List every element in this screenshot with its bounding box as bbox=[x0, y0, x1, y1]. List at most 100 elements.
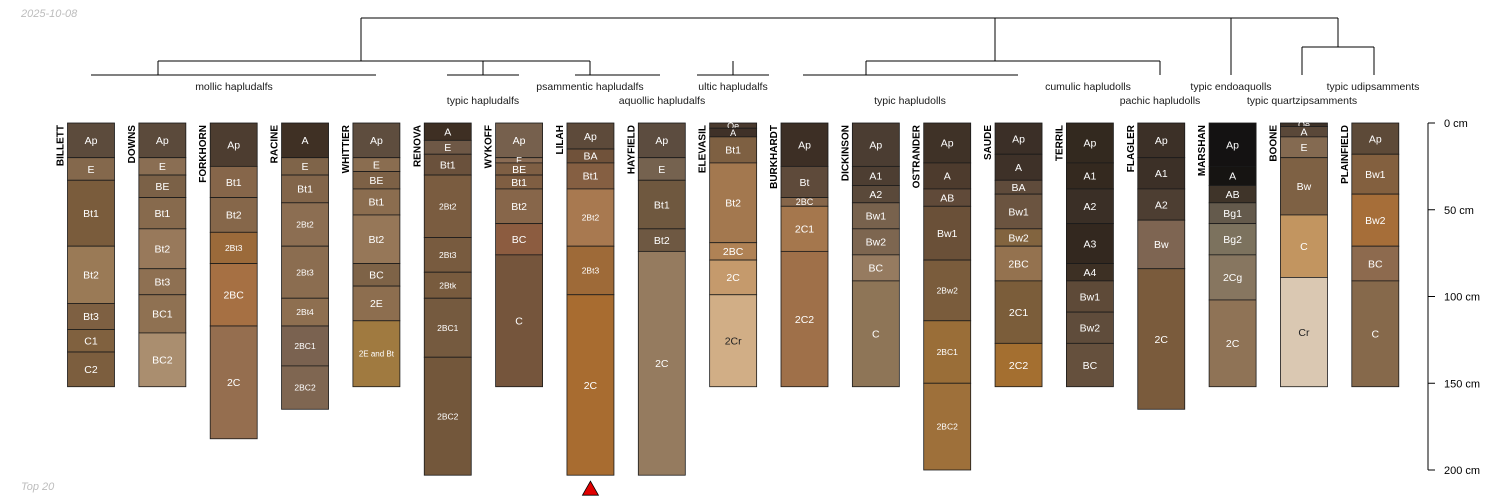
horizon-label: A bbox=[944, 171, 951, 183]
taxon-label: typic endoaquolls bbox=[1190, 81, 1271, 93]
horizon-rect bbox=[1208, 223, 1257, 256]
profile-name: DOWNS bbox=[127, 125, 138, 164]
horizon-label: Bw2 bbox=[1365, 215, 1386, 227]
horizon-rect bbox=[566, 162, 615, 190]
horizon-label: AB bbox=[1226, 189, 1240, 201]
horizon-label: 2E and Bt bbox=[359, 350, 395, 359]
horizon-label: Ap bbox=[1369, 133, 1382, 145]
horizon-rect bbox=[1066, 122, 1114, 164]
caption-label: Top 20 bbox=[21, 481, 55, 493]
horizon-label: 2BC bbox=[796, 197, 814, 207]
horizon-label: Bw1 bbox=[1008, 206, 1029, 218]
horizon-label: Ap bbox=[156, 135, 169, 147]
horizon-label: 2Bt2 bbox=[582, 213, 600, 223]
horizon-rect bbox=[709, 294, 758, 388]
profile-name: WYKOFF bbox=[484, 125, 495, 168]
horizon-label: E bbox=[516, 156, 522, 166]
horizon-rect bbox=[352, 188, 401, 216]
horizon-rect bbox=[1208, 254, 1257, 301]
horizon-label: Bt2 bbox=[511, 201, 527, 213]
profile-hayfield: Ap E Bt1 Bt2 2C HAYFIELD bbox=[626, 122, 686, 476]
horizon-label: Ap bbox=[370, 135, 383, 147]
horizon-rect bbox=[1137, 268, 1186, 410]
horizon-label: A bbox=[1300, 126, 1307, 138]
horizon-label: Bt2 bbox=[83, 270, 99, 282]
horizon-label: BA bbox=[583, 151, 597, 163]
horizon-rect bbox=[923, 320, 972, 384]
taxon-label: mollic hapludalfs bbox=[195, 81, 273, 93]
horizon-label: Bw1 bbox=[1365, 169, 1386, 181]
horizon-label: 2C bbox=[227, 377, 241, 389]
horizon-label: BC2 bbox=[152, 355, 173, 367]
horizon-rect bbox=[1280, 214, 1328, 278]
horizon-label: E bbox=[658, 164, 665, 176]
profile-elevasil: OeA Bt1 Bt2 2BC 2C 2Cr ELEVASIL bbox=[698, 121, 758, 388]
horizon-rect bbox=[209, 263, 258, 327]
horizon-label: E bbox=[159, 161, 166, 173]
horizon-rect bbox=[780, 165, 829, 199]
horizon-label: Bw bbox=[1297, 181, 1312, 193]
profile-terril: Ap A1 A2 A3 A4 Bw1 Bw2 BC TERRIL bbox=[1054, 122, 1114, 388]
horizon-label: 2Bt3 bbox=[582, 266, 600, 276]
horizon-label: A bbox=[444, 126, 451, 138]
profile-name: OSTRANDER bbox=[912, 124, 923, 188]
horizon-rect bbox=[851, 280, 900, 388]
horizon-label: Bt1 bbox=[654, 199, 670, 211]
horizon-label: Bt2 bbox=[654, 235, 670, 247]
horizon-label: 2C2 bbox=[1009, 360, 1028, 372]
horizon-rect bbox=[1208, 122, 1257, 167]
profile-name: WHITTIER bbox=[341, 124, 352, 173]
profile-name: BURKHARDT bbox=[769, 125, 780, 189]
horizon-label: Bt1 bbox=[83, 208, 99, 220]
taxon-label: typic hapludolls bbox=[874, 95, 946, 107]
horizon-label: Bt1 bbox=[369, 197, 385, 209]
horizon-rect bbox=[423, 356, 472, 476]
horizon-label: C bbox=[872, 329, 880, 341]
horizon-label: Bt1 bbox=[511, 177, 527, 189]
horizon-rect bbox=[138, 332, 187, 388]
horizon-label: AB bbox=[940, 192, 954, 204]
horizon-label: E bbox=[444, 142, 451, 154]
taxon-label: typic hapludalfs bbox=[447, 95, 519, 107]
profile-name: LILAH bbox=[555, 125, 566, 154]
profile-downs: Ap E BE Bt1 Bt2 Bt3 BC1 BC2 DOWNS bbox=[127, 122, 187, 388]
axis-tick-label: 0 cm bbox=[1444, 118, 1468, 130]
horizon-label: Ap bbox=[655, 135, 668, 147]
profile-whittier: Ap E BE Bt1 Bt2 BC 2E 2E and Bt WHITTIER bbox=[341, 122, 401, 388]
profile-name: RENOVA bbox=[412, 125, 423, 167]
horizon-label: Ap bbox=[1012, 133, 1025, 145]
horizon-label: BE bbox=[369, 175, 383, 187]
taxon-label: psammentic hapludalfs bbox=[536, 81, 643, 93]
horizon-rect bbox=[780, 250, 829, 388]
dendrogram-labels: mollic hapludalfs typic hapludalfs psamm… bbox=[195, 81, 1419, 107]
horizon-rect bbox=[923, 259, 972, 322]
horizon-label: 2Bw2 bbox=[937, 285, 959, 295]
horizon-rect bbox=[352, 122, 401, 159]
horizon-rect bbox=[1066, 188, 1114, 225]
horizon-label: Bw1 bbox=[1080, 291, 1101, 303]
horizon-label: BC bbox=[512, 234, 527, 246]
horizon-label: 2C bbox=[1155, 334, 1169, 346]
horizon-rect bbox=[495, 188, 544, 225]
horizon-label: Bw1 bbox=[866, 211, 887, 223]
axis-tick-label: 50 cm bbox=[1444, 205, 1474, 217]
horizon-rect bbox=[281, 325, 329, 367]
horizon-label: 2BC2 bbox=[937, 422, 959, 432]
profile-name: MARSHAN bbox=[1197, 125, 1208, 176]
horizon-label: E bbox=[373, 159, 380, 171]
horizon-label: A4 bbox=[1083, 267, 1096, 279]
profile-name: BILLETT bbox=[56, 125, 67, 166]
horizon-label: BC bbox=[369, 270, 384, 282]
horizon-rect bbox=[209, 197, 258, 233]
horizon-label: Bw1 bbox=[937, 228, 958, 240]
profile-name: PLAINFIELD bbox=[1340, 125, 1351, 184]
horizon-rect bbox=[1137, 157, 1186, 190]
horizon-rect bbox=[209, 231, 258, 264]
horizon-label: Ap bbox=[227, 139, 240, 151]
horizon-label: 2C bbox=[726, 272, 740, 284]
horizon-label: A1 bbox=[1155, 168, 1168, 180]
horizon-rect bbox=[67, 179, 115, 247]
profile-name: HAYFIELD bbox=[626, 125, 637, 174]
profile-flagler: Ap A1 A2 Bw 2C FLAGLER bbox=[1126, 122, 1186, 410]
